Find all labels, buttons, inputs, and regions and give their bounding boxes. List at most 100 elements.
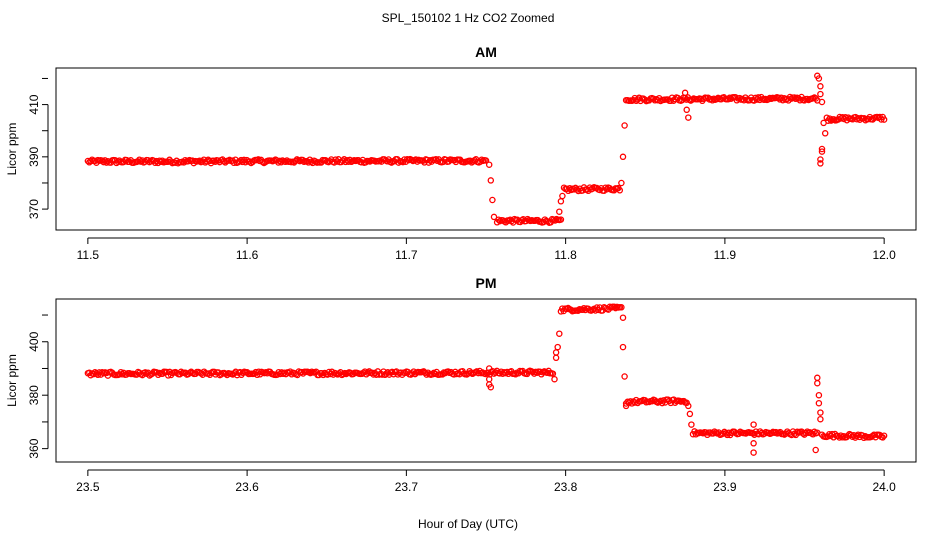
x-tick-label: 23.9 bbox=[713, 480, 737, 494]
data-point bbox=[683, 106, 690, 114]
data-point bbox=[490, 213, 498, 221]
data-point bbox=[839, 434, 846, 441]
y-tick-label: 400 bbox=[27, 331, 41, 351]
data-point bbox=[619, 314, 627, 321]
data-point bbox=[840, 432, 847, 440]
y-tick-label: 410 bbox=[27, 94, 41, 114]
y-axis-title: Licor ppm bbox=[5, 354, 19, 407]
data-point bbox=[772, 428, 780, 436]
data-point bbox=[196, 157, 203, 164]
am-panel: AM Licor ppm 11.5 11.6 11.7 11.8 11.9 12.0 370 39… bbox=[5, 44, 917, 262]
data-point bbox=[559, 192, 566, 200]
data-point bbox=[817, 409, 824, 416]
data-point bbox=[87, 157, 94, 165]
data-point bbox=[142, 369, 149, 376]
data-point bbox=[821, 130, 829, 137]
data-point bbox=[426, 157, 434, 164]
data-point bbox=[814, 379, 821, 387]
data-point bbox=[791, 94, 798, 101]
data-point bbox=[487, 383, 495, 391]
x-tick-label: 23.5 bbox=[76, 480, 100, 494]
data-point bbox=[485, 161, 493, 168]
data-point bbox=[364, 369, 371, 376]
data-point bbox=[817, 156, 824, 163]
data-point bbox=[786, 93, 794, 101]
data-point bbox=[312, 158, 319, 165]
data-point bbox=[817, 90, 824, 98]
data-point bbox=[560, 184, 568, 191]
data-point bbox=[818, 98, 826, 106]
data-point bbox=[184, 157, 192, 165]
data-point bbox=[815, 75, 823, 82]
data-point bbox=[253, 371, 261, 379]
x-tick-label: 11.7 bbox=[395, 248, 418, 262]
x-tick-label: 11.6 bbox=[236, 248, 259, 262]
data-point bbox=[574, 307, 582, 314]
data-point bbox=[621, 373, 628, 380]
data-point bbox=[621, 122, 628, 129]
data-point bbox=[103, 159, 110, 166]
data-point bbox=[246, 158, 253, 165]
data-point bbox=[817, 160, 824, 167]
figure-title: SPL_150102 1 Hz CO2 Zoomed bbox=[382, 11, 555, 25]
data-point bbox=[750, 440, 757, 447]
x-axis-title: Hour of Day (UTC) bbox=[418, 517, 518, 531]
pm-panel: PM Licor ppm 23.5 23.6 23.7 23.8 23.9 24.0 360 38… bbox=[5, 275, 917, 494]
data-point bbox=[383, 370, 390, 377]
x-tick-label: 23.8 bbox=[554, 480, 578, 494]
plot-frame bbox=[55, 298, 917, 463]
data-point bbox=[230, 159, 238, 167]
y-tick-label: 390 bbox=[27, 147, 41, 167]
data-point bbox=[618, 179, 625, 187]
y-tick-label: 360 bbox=[27, 438, 41, 458]
panel-title: PM bbox=[476, 275, 497, 291]
x-tick-label: 11.8 bbox=[554, 248, 577, 262]
data-point bbox=[485, 365, 493, 372]
data-point bbox=[556, 208, 563, 215]
x-tick-label: 23.7 bbox=[395, 480, 419, 494]
x-tick-label: 11.9 bbox=[714, 248, 737, 262]
data-point bbox=[648, 397, 656, 405]
data-point bbox=[817, 83, 824, 90]
data-point bbox=[681, 89, 689, 97]
data-point bbox=[811, 428, 818, 436]
data-point bbox=[330, 371, 337, 378]
data-series bbox=[84, 303, 888, 456]
data-point bbox=[815, 391, 823, 399]
data-point bbox=[619, 153, 627, 161]
data-point bbox=[820, 119, 827, 127]
data-point bbox=[815, 399, 823, 407]
data-point bbox=[817, 415, 824, 423]
data-point bbox=[482, 157, 490, 164]
data-point bbox=[307, 369, 314, 377]
data-point bbox=[688, 421, 695, 428]
data-point bbox=[812, 446, 819, 454]
data-point bbox=[466, 157, 474, 165]
data-point bbox=[622, 402, 630, 410]
y-axis-title: Licor ppm bbox=[5, 123, 19, 176]
data-point bbox=[818, 145, 826, 153]
data-point bbox=[880, 432, 888, 439]
data-point bbox=[880, 116, 888, 123]
data-point bbox=[232, 368, 239, 376]
y-tick-label: 380 bbox=[27, 385, 41, 405]
data-point bbox=[487, 177, 495, 184]
data-point bbox=[239, 369, 247, 377]
data-point bbox=[199, 158, 206, 165]
data-point bbox=[796, 97, 804, 104]
data-point bbox=[685, 402, 692, 410]
data-point bbox=[552, 354, 560, 362]
data-point bbox=[818, 148, 826, 155]
data-point bbox=[554, 343, 561, 351]
data-point bbox=[220, 158, 228, 165]
data-point bbox=[618, 304, 625, 311]
data-point bbox=[181, 156, 189, 164]
data-point bbox=[551, 217, 559, 224]
data-point bbox=[612, 304, 619, 312]
x-tick-label: 12.0 bbox=[872, 248, 896, 262]
data-point bbox=[489, 196, 496, 204]
data-point bbox=[119, 371, 126, 378]
data-point bbox=[750, 449, 757, 456]
data-point bbox=[686, 410, 694, 418]
data-point bbox=[478, 156, 485, 163]
